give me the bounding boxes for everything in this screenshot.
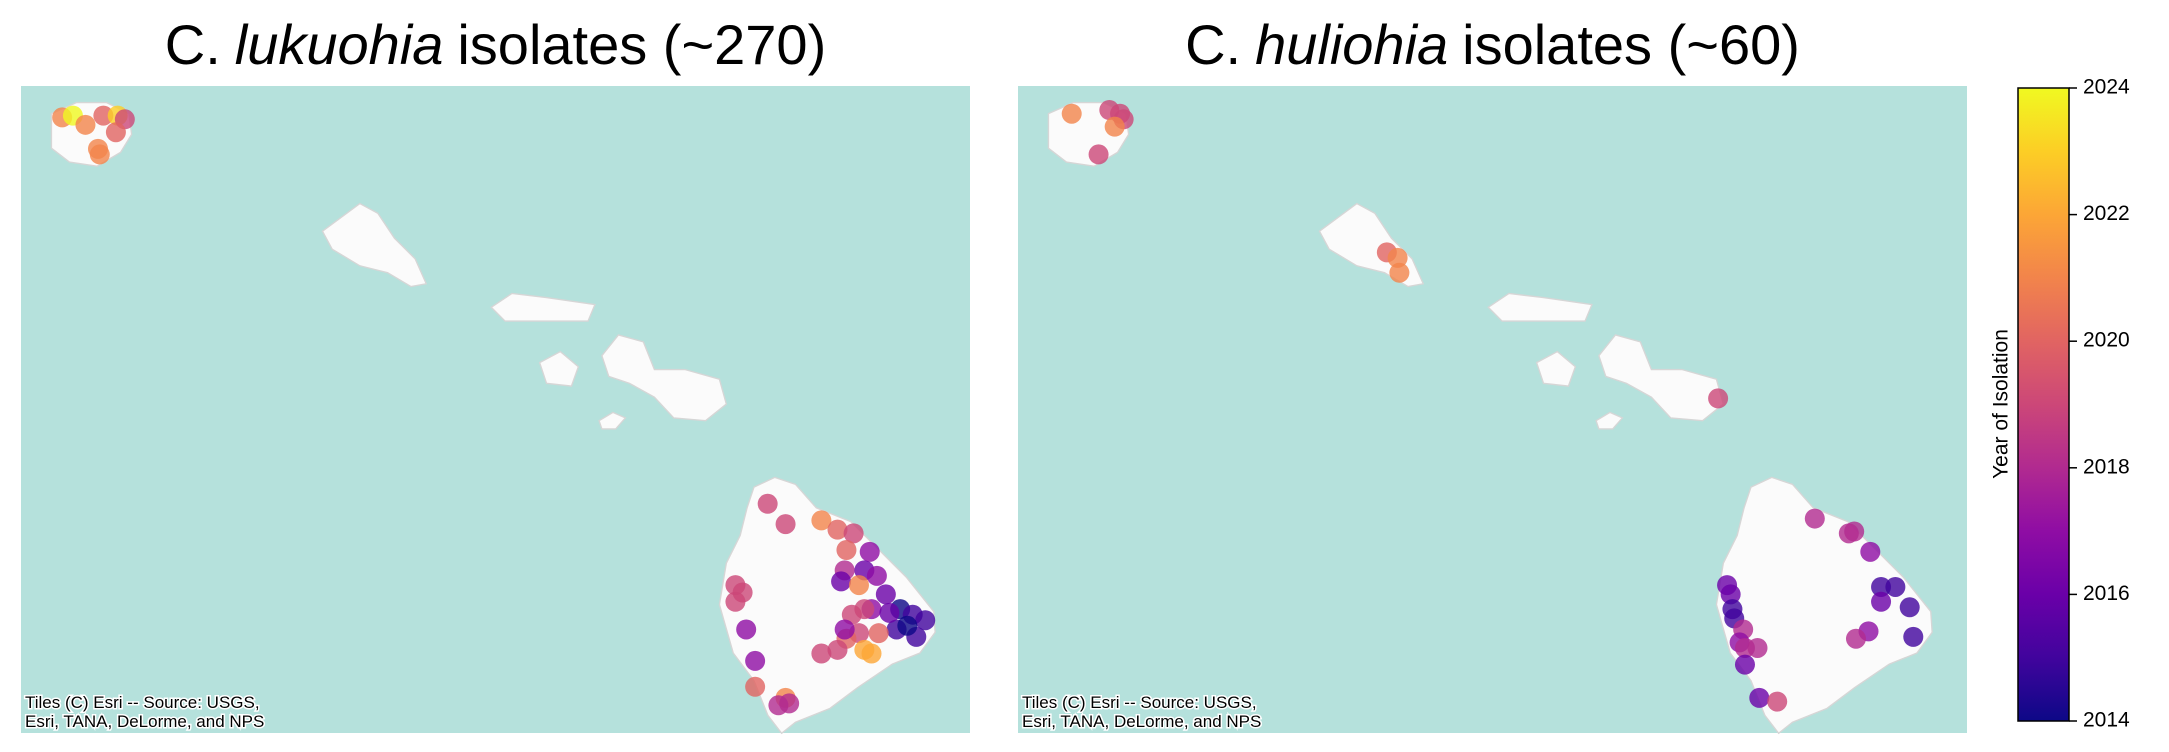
colorbar-tick-label: 2020: [2083, 329, 2130, 352]
colorbar-tick-label: 2014: [2083, 709, 2130, 732]
isolate-point: [75, 114, 96, 135]
isolate-point: [831, 571, 852, 592]
isolate-point: [1747, 637, 1768, 658]
isolate-point: [848, 575, 869, 596]
isolate-point: [1104, 116, 1125, 137]
isolate-point: [93, 105, 114, 126]
isolate-point: [1885, 576, 1906, 597]
isolate-point: [1387, 247, 1408, 268]
isolate-point: [1860, 541, 1881, 562]
isolate-point: [1899, 597, 1920, 618]
isolate-point: [736, 619, 757, 640]
colorbar-tick-label: 2022: [2083, 202, 2130, 225]
isolate-point: [1871, 591, 1892, 612]
isolate-point: [87, 138, 108, 159]
isolate-point: [1804, 508, 1825, 529]
isolate-point: [897, 615, 918, 636]
colorbar-label: Year of Isolation: [1990, 329, 2013, 479]
isolate-point: [1734, 654, 1755, 675]
map-panel: [21, 86, 970, 734]
isolate-point: [1844, 521, 1865, 542]
isolate-point: [1749, 687, 1770, 708]
isolate-point: [775, 514, 796, 535]
isolate-point: [1767, 691, 1788, 712]
isolate-point: [1845, 628, 1866, 649]
chart-title: C. huliohia isolates (~60): [1185, 13, 1800, 76]
isolate-point: [1708, 388, 1729, 409]
isolate-point: [861, 643, 882, 664]
isolate-point: [875, 584, 896, 605]
attribution: Esri, TANA, DeLorme, and NPS: [25, 712, 264, 731]
isolate-point: [1088, 144, 1109, 165]
isolate-point: [841, 604, 862, 625]
isolate-point: [1389, 262, 1410, 283]
isolate-point: [725, 591, 746, 612]
isolate-point: [915, 610, 936, 631]
attribution: Tiles (C) Esri -- Source: USGS,: [1022, 693, 1257, 712]
isolate-point: [1871, 576, 1892, 597]
isolate-point: [768, 695, 789, 716]
isolate-point: [105, 122, 126, 143]
colorbar-tick-label: 2018: [2083, 455, 2130, 478]
isolate-point: [866, 565, 887, 586]
isolate-point: [1720, 584, 1741, 605]
isolate-point: [879, 602, 900, 623]
attribution: Tiles (C) Esri -- Source: USGS,: [25, 693, 260, 712]
isolate-point: [757, 493, 778, 514]
isolate-point: [1061, 103, 1082, 124]
isolate-point: [868, 623, 889, 644]
isolate-point: [834, 619, 855, 640]
isolate-point: [745, 676, 766, 697]
colorbar: [2017, 87, 2070, 722]
isolate-point: [811, 643, 832, 664]
map-panel: [1018, 86, 1967, 734]
colorbar-tick-label: 2016: [2083, 582, 2130, 605]
isolate-point: [811, 510, 832, 531]
isolate-point: [827, 519, 848, 540]
attribution: Esri, TANA, DeLorme, and NPS: [1022, 712, 1261, 731]
isolate-point: [843, 523, 864, 544]
chart-title: C. lukuohia isolates (~270): [165, 13, 826, 76]
colorbar-tick-label: 2024: [2083, 76, 2130, 99]
isolate-point: [836, 539, 857, 560]
isolate-point: [1903, 626, 1924, 647]
isolate-point: [827, 639, 848, 660]
isolate-point: [859, 541, 880, 562]
isolate-point: [745, 650, 766, 671]
